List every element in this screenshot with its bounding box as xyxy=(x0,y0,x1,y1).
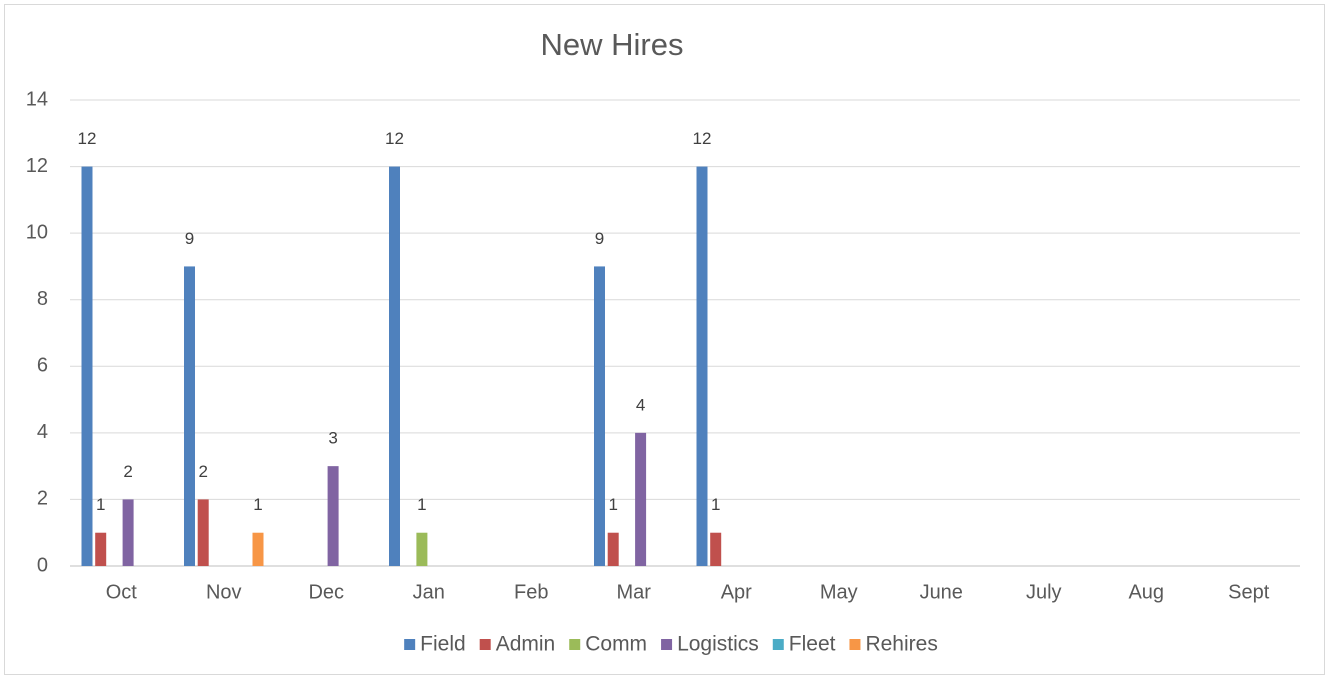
y-tick-label: 2 xyxy=(37,488,48,510)
legend-label: Field xyxy=(420,633,466,656)
bar xyxy=(389,166,400,567)
y-tick-label: 10 xyxy=(26,221,48,243)
legend-label: Fleet xyxy=(789,633,836,656)
x-tick-label: June xyxy=(920,581,963,603)
data-label: 12 xyxy=(385,129,404,148)
bar xyxy=(594,266,605,566)
x-tick-label: Dec xyxy=(308,581,344,603)
data-label: 1 xyxy=(417,495,426,514)
data-label: 9 xyxy=(595,229,604,248)
bar xyxy=(327,466,339,566)
data-label: 2 xyxy=(123,462,132,481)
bar xyxy=(607,532,619,566)
bar xyxy=(184,266,195,566)
y-tick-label: 14 xyxy=(26,88,48,110)
bar xyxy=(416,532,428,566)
x-tick-label: Sept xyxy=(1228,581,1270,603)
bar xyxy=(252,532,264,566)
x-tick-label: Oct xyxy=(106,581,138,603)
bar xyxy=(122,499,134,566)
y-tick-label: 0 xyxy=(37,554,48,576)
y-tick-label: 8 xyxy=(37,288,48,310)
legend-swatch xyxy=(404,639,416,650)
data-label: 1 xyxy=(711,495,720,514)
legend-label: Rehires xyxy=(865,633,937,656)
legend-swatch xyxy=(849,639,861,650)
data-label: 12 xyxy=(693,129,712,148)
legend-swatch xyxy=(661,639,673,650)
y-tick-label: 4 xyxy=(37,421,48,443)
data-label: 9 xyxy=(185,229,194,248)
legend-swatch xyxy=(479,639,491,650)
x-tick-label: May xyxy=(820,581,858,603)
bar xyxy=(81,166,93,567)
x-tick-label: Mar xyxy=(617,581,652,603)
bar xyxy=(710,532,722,566)
bar xyxy=(696,166,708,567)
chart-border xyxy=(4,4,1325,675)
chart-title: New Hires xyxy=(541,27,684,62)
x-tick-label: Feb xyxy=(514,581,548,603)
x-tick-label: Jan xyxy=(413,581,445,603)
legend-swatch xyxy=(772,639,784,650)
legend-label: Admin xyxy=(496,633,556,656)
x-tick-label: July xyxy=(1026,581,1062,603)
bar xyxy=(197,499,209,566)
bar xyxy=(635,432,647,566)
legend-label: Comm xyxy=(585,633,647,656)
legend-label: Logistics xyxy=(677,633,759,656)
data-label: 4 xyxy=(636,395,645,414)
bar xyxy=(95,532,107,566)
x-tick-label: Nov xyxy=(206,581,242,603)
data-label: 12 xyxy=(78,129,97,148)
x-tick-label: Apr xyxy=(721,581,752,603)
data-label: 3 xyxy=(328,429,337,448)
data-label: 1 xyxy=(608,495,617,514)
data-label: 2 xyxy=(198,462,207,481)
x-tick-label: Aug xyxy=(1128,581,1164,603)
y-tick-label: 6 xyxy=(37,355,48,377)
legend-swatch xyxy=(569,639,581,650)
y-tick-label: 12 xyxy=(26,155,48,177)
data-label: 1 xyxy=(96,495,105,514)
data-label: 1 xyxy=(253,495,262,514)
